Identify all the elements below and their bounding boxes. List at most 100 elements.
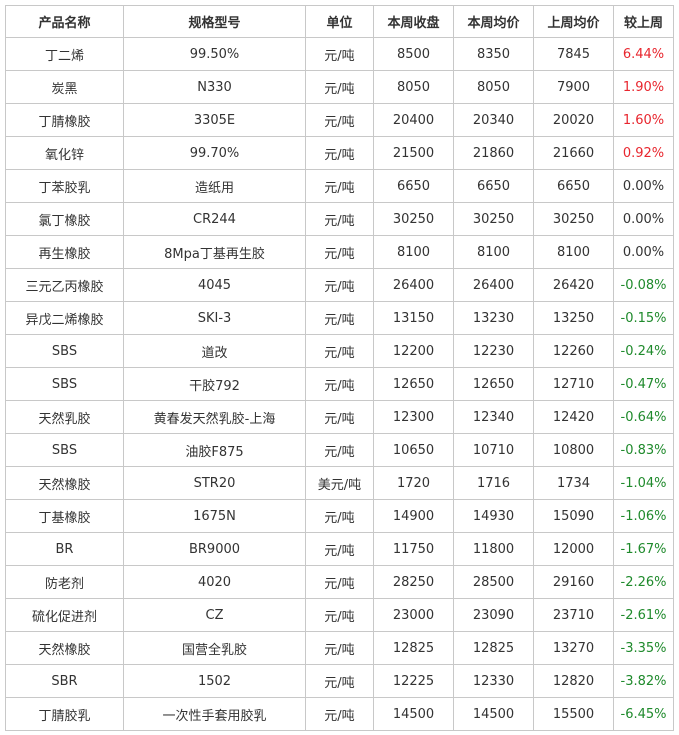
cell-product-name: SBR [5, 664, 124, 698]
cell-unit: 元/吨 [305, 598, 374, 632]
cell-change: -0.08% [613, 268, 674, 302]
cell-product-name: 异戊二烯橡胶 [5, 301, 124, 335]
cell-last-week-avg: 30250 [533, 202, 614, 236]
table-row: 丁腈橡胶 3305E 元/吨 20400 20340 20020 1.60% [5, 103, 674, 137]
table-row: BR BR9000 元/吨 11750 11800 12000 -1.67% [5, 532, 674, 566]
cell-week-avg: 12340 [453, 400, 534, 434]
cell-product-name: 硫化促进剂 [5, 598, 124, 632]
cell-change: 1.90% [613, 70, 674, 104]
cell-spec: 4020 [123, 565, 306, 599]
header-product-name: 产品名称 [5, 5, 124, 38]
cell-product-name: 天然橡胶 [5, 631, 124, 665]
cell-week-close: 13150 [373, 301, 454, 335]
cell-week-avg: 14930 [453, 499, 534, 533]
cell-week-close: 26400 [373, 268, 454, 302]
price-table: 产品名称 规格型号 单位 本周收盘 本周均价 上周均价 较上周 丁二烯 99.50… [5, 5, 674, 731]
cell-week-close: 6650 [373, 169, 454, 203]
cell-week-close: 11750 [373, 532, 454, 566]
cell-week-close: 21500 [373, 136, 454, 170]
table-row: 氧化锌 99.70% 元/吨 21500 21860 21660 0.92% [5, 136, 674, 170]
cell-week-avg: 30250 [453, 202, 534, 236]
cell-week-avg: 13230 [453, 301, 534, 335]
cell-week-avg: 11800 [453, 532, 534, 566]
cell-change: -3.35% [613, 631, 674, 665]
cell-spec: 99.50% [123, 37, 306, 71]
cell-last-week-avg: 7845 [533, 37, 614, 71]
table-row: SBS 干胶792 元/吨 12650 12650 12710 -0.47% [5, 367, 674, 401]
cell-week-avg: 23090 [453, 598, 534, 632]
cell-last-week-avg: 21660 [533, 136, 614, 170]
table-row: 丁腈胶乳 一次性手套用胶乳 元/吨 14500 14500 15500 -6.45% [5, 697, 674, 731]
cell-week-close: 14900 [373, 499, 454, 533]
cell-unit: 元/吨 [305, 268, 374, 302]
cell-week-avg: 12330 [453, 664, 534, 698]
table-row: SBS 道改 元/吨 12200 12230 12260 -0.24% [5, 334, 674, 368]
cell-week-avg: 8050 [453, 70, 534, 104]
cell-week-avg: 12825 [453, 631, 534, 665]
cell-week-avg: 28500 [453, 565, 534, 599]
cell-spec: 1502 [123, 664, 306, 698]
cell-unit: 元/吨 [305, 169, 374, 203]
cell-last-week-avg: 13250 [533, 301, 614, 335]
cell-last-week-avg: 23710 [533, 598, 614, 632]
cell-spec: 造纸用 [123, 169, 306, 203]
cell-week-close: 12300 [373, 400, 454, 434]
cell-change: -6.45% [613, 697, 674, 731]
cell-spec: BR9000 [123, 532, 306, 566]
table-row: 再生橡胶 8Mpa丁基再生胶 元/吨 8100 8100 8100 0.00% [5, 235, 674, 269]
cell-last-week-avg: 10800 [533, 433, 614, 467]
cell-week-avg: 10710 [453, 433, 534, 467]
cell-product-name: 丁基橡胶 [5, 499, 124, 533]
cell-change: -2.26% [613, 565, 674, 599]
cell-change: -0.15% [613, 301, 674, 335]
cell-unit: 元/吨 [305, 301, 374, 335]
table-row: 天然乳胶 黄春发天然乳胶-上海 元/吨 12300 12340 12420 -0.64% [5, 400, 674, 434]
table-row: 天然橡胶 STR20 美元/吨 1720 1716 1734 -1.04% [5, 466, 674, 500]
cell-product-name: SBS [5, 367, 124, 401]
cell-spec: SKI-3 [123, 301, 306, 335]
cell-product-name: 天然橡胶 [5, 466, 124, 500]
cell-change: 0.00% [613, 202, 674, 236]
cell-week-close: 8500 [373, 37, 454, 71]
cell-product-name: 氧化锌 [5, 136, 124, 170]
cell-week-close: 1720 [373, 466, 454, 500]
cell-unit: 美元/吨 [305, 466, 374, 500]
table-row: 炭黑 N330 元/吨 8050 8050 7900 1.90% [5, 70, 674, 104]
cell-product-name: 丁腈胶乳 [5, 697, 124, 731]
cell-week-close: 10650 [373, 433, 454, 467]
cell-week-close: 8050 [373, 70, 454, 104]
cell-product-name: 防老剂 [5, 565, 124, 599]
cell-week-avg: 20340 [453, 103, 534, 137]
cell-spec: 干胶792 [123, 367, 306, 401]
cell-change: 0.92% [613, 136, 674, 170]
cell-week-avg: 8100 [453, 235, 534, 269]
cell-week-close: 8100 [373, 235, 454, 269]
cell-change: 1.60% [613, 103, 674, 137]
table-row: 氯丁橡胶 CR244 元/吨 30250 30250 30250 0.00% [5, 202, 674, 236]
cell-week-close: 12200 [373, 334, 454, 368]
cell-last-week-avg: 26420 [533, 268, 614, 302]
cell-spec: 8Mpa丁基再生胶 [123, 235, 306, 269]
cell-week-close: 14500 [373, 697, 454, 731]
cell-unit: 元/吨 [305, 235, 374, 269]
cell-product-name: 丁腈橡胶 [5, 103, 124, 137]
cell-change: 0.00% [613, 169, 674, 203]
cell-week-avg: 26400 [453, 268, 534, 302]
cell-product-name: 再生橡胶 [5, 235, 124, 269]
cell-unit: 元/吨 [305, 400, 374, 434]
cell-product-name: BR [5, 532, 124, 566]
cell-unit: 元/吨 [305, 499, 374, 533]
cell-last-week-avg: 29160 [533, 565, 614, 599]
cell-last-week-avg: 8100 [533, 235, 614, 269]
header-last-week-avg: 上周均价 [533, 5, 614, 38]
table-row: 丁基橡胶 1675N 元/吨 14900 14930 15090 -1.06% [5, 499, 674, 533]
cell-change: -0.64% [613, 400, 674, 434]
cell-spec: STR20 [123, 466, 306, 500]
cell-spec: 3305E [123, 103, 306, 137]
cell-last-week-avg: 12000 [533, 532, 614, 566]
cell-unit: 元/吨 [305, 433, 374, 467]
cell-unit: 元/吨 [305, 37, 374, 71]
cell-spec: N330 [123, 70, 306, 104]
header-spec: 规格型号 [123, 5, 306, 38]
cell-product-name: 三元乙丙橡胶 [5, 268, 124, 302]
